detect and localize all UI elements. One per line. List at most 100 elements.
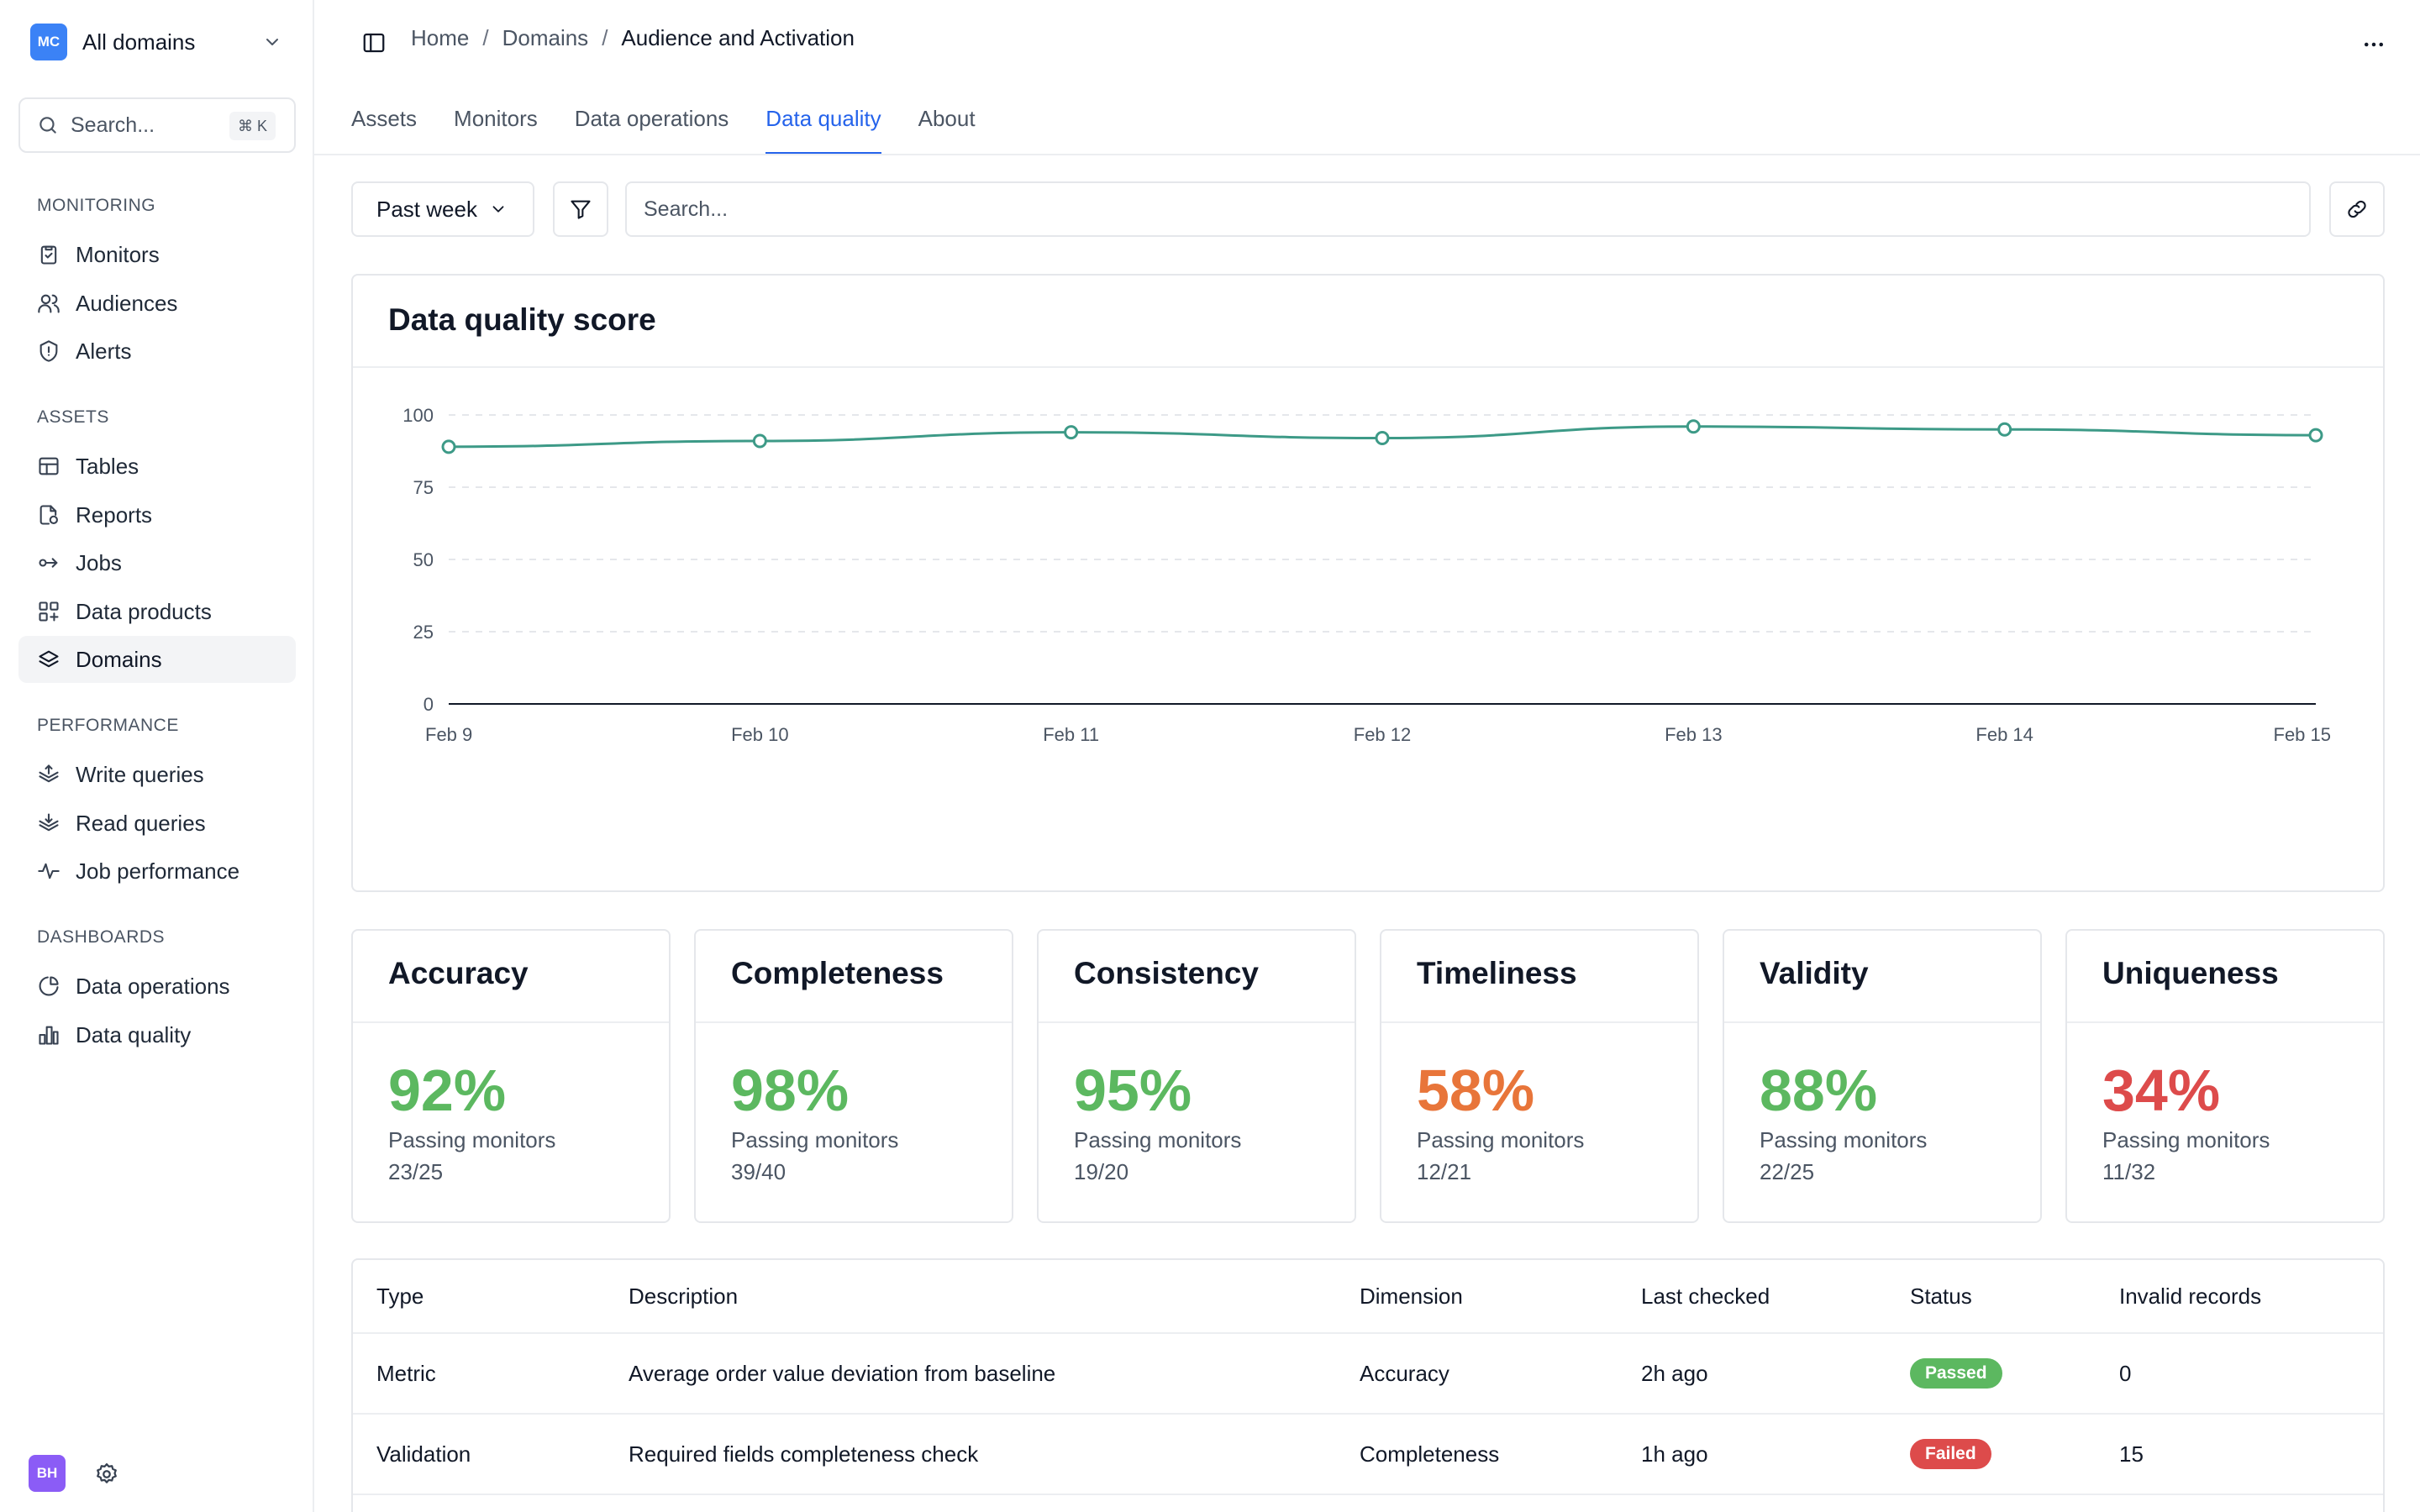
breadcrumb-home[interactable]: Home: [411, 25, 470, 50]
column-header-description[interactable]: Description: [629, 1283, 739, 1309]
metric-divider: [696, 1021, 1012, 1023]
sidebar-search[interactable]: Search... ⌘ K: [18, 97, 296, 153]
copy-link-button[interactable]: [2329, 181, 2385, 237]
bar-chart-icon: [39, 1026, 59, 1045]
tab-about[interactable]: About: [918, 106, 976, 131]
x-tick-label: Feb 13: [1665, 724, 1723, 745]
breadcrumb-separator: /: [602, 25, 608, 50]
sidebar-item-reports[interactable]: Reports: [18, 491, 296, 538]
metric-card-timeliness: Timeliness 58% Passing monitors 12/21: [1380, 929, 1699, 1223]
y-tick-label: 50: [413, 549, 434, 570]
tab-assets[interactable]: Assets: [351, 106, 418, 131]
tab-data-quality[interactable]: Data quality: [765, 92, 881, 155]
metric-divider: [1724, 1021, 2040, 1023]
metric-label: Passing monitors: [1417, 1127, 1585, 1152]
table-row[interactable]: Metric Average order value deviation fro…: [353, 1334, 2383, 1415]
section-performance: PERFORMANCE: [37, 716, 179, 735]
chart-title: Data quality score: [388, 302, 656, 337]
column-header-type[interactable]: Type: [376, 1283, 424, 1309]
breadcrumb-separator: /: [482, 25, 489, 50]
data-quality-chart-card: Data quality score 0 25 50 75 100 Feb 9 Feb 10…: [351, 274, 2385, 892]
column-header-status[interactable]: Status: [1910, 1283, 1972, 1309]
user-avatar[interactable]: BH: [29, 1455, 66, 1492]
metric-title: Completeness: [731, 956, 944, 990]
metric-count: 23/25: [388, 1159, 444, 1184]
column-header-invalid-records[interactable]: Invalid records: [2119, 1283, 2262, 1309]
sidebar-item-monitors[interactable]: Monitors: [18, 231, 296, 278]
layers-icon: [39, 650, 59, 668]
cell-dimension: Completeness: [1360, 1441, 1500, 1467]
sidebar-item-read-queries[interactable]: Read queries: [18, 800, 296, 847]
sidebar-item-label: Write queries: [76, 761, 204, 787]
report-icon: [39, 505, 58, 525]
sidebar-item-label: Data operations: [76, 973, 230, 999]
sidebar-item-data-quality[interactable]: Data quality: [18, 1011, 296, 1058]
cell-invalid-records: 15: [2119, 1441, 2144, 1467]
breadcrumb: Home / Domains / Audience and Activation: [411, 25, 855, 51]
data-point: [2308, 428, 2323, 443]
sidebar-item-audiences[interactable]: Audiences: [18, 280, 296, 327]
metric-label: Passing monitors: [2102, 1127, 2270, 1152]
metric-count: 22/25: [1760, 1159, 1815, 1184]
metric-label: Passing monitors: [388, 1127, 556, 1152]
sidebar-item-label: Read queries: [76, 810, 206, 836]
table-row[interactable]: Validation Required fields completeness …: [353, 1415, 2383, 1495]
link-icon: [2348, 200, 2366, 218]
domain-selector-label: All domains: [82, 29, 196, 55]
cell-status: Failed: [1910, 1415, 1991, 1494]
metric-card-validity: Validity 88% Passing monitors 22/25: [1723, 929, 2042, 1223]
cell-type: Metric: [376, 1360, 436, 1386]
sidebar-search-placeholder: Search...: [71, 113, 155, 137]
domain-selector[interactable]: MC All domains: [30, 24, 282, 60]
stack-down-icon: [39, 813, 59, 832]
header-divider: [314, 154, 2420, 155]
y-tick-label: 100: [402, 405, 434, 426]
sidebar-item-label: Monitors: [76, 241, 160, 267]
sidebar-item-alerts[interactable]: Alerts: [18, 328, 296, 375]
metric-divider: [1381, 1021, 1697, 1023]
grid-plus-icon: [39, 601, 59, 622]
metric-value: 88%: [1760, 1058, 1878, 1123]
tab-data-operations[interactable]: Data operations: [574, 106, 729, 131]
settings-gear-icon[interactable]: [94, 1462, 119, 1487]
x-tick-label: Feb 11: [1043, 724, 1099, 745]
metric-title: Uniqueness: [2102, 956, 2279, 990]
metric-value: 34%: [2102, 1058, 2221, 1123]
column-header-dimension[interactable]: Dimension: [1360, 1283, 1463, 1309]
sidebar-item-job-performance[interactable]: Job performance: [18, 848, 296, 895]
period-dropdown[interactable]: Past week: [351, 181, 534, 237]
sidebar-item-label: Reports: [76, 501, 153, 528]
cell-dimension: Accuracy: [1360, 1360, 1449, 1386]
clipboard-check-icon: [40, 245, 57, 265]
metric-divider: [353, 1021, 669, 1023]
table-icon: [39, 457, 59, 475]
sidebar-item-data-products[interactable]: Data products: [18, 588, 296, 635]
sidebar-item-jobs[interactable]: Jobs: [18, 539, 296, 586]
more-options-icon[interactable]: [2361, 32, 2386, 57]
column-header-last-checked[interactable]: Last checked: [1641, 1283, 1770, 1309]
status-badge: Failed: [1910, 1439, 1991, 1469]
alert-icon: [39, 340, 58, 362]
sidebar-item-write-queries[interactable]: Write queries: [18, 751, 296, 798]
sidebar: MC All domains Search... ⌘ K MONITORING …: [0, 0, 314, 1512]
sidebar-item-label: Tables: [76, 453, 139, 479]
filter-button[interactable]: [553, 181, 608, 237]
sidebar-item-data-operations[interactable]: Data operations: [18, 963, 296, 1010]
x-tick-label: Feb 12: [1354, 724, 1412, 745]
metric-label: Passing monitors: [1760, 1127, 1928, 1152]
sidebar-item-tables[interactable]: Tables: [18, 443, 296, 490]
x-tick-label: Feb 9: [425, 724, 472, 745]
metric-value: 98%: [731, 1058, 850, 1123]
chart-divider: [353, 366, 2383, 368]
metric-divider: [1039, 1021, 1355, 1023]
main-search-input[interactable]: Search...: [625, 181, 2311, 237]
sidebar-item-domains[interactable]: Domains: [18, 636, 296, 683]
stack-up-icon: [39, 764, 59, 783]
section-monitoring: MONITORING: [37, 196, 156, 215]
metric-value: 58%: [1417, 1058, 1535, 1123]
sidebar-toggle-icon[interactable]: [361, 30, 387, 55]
search-icon: [39, 117, 56, 134]
metric-label: Passing monitors: [1074, 1127, 1242, 1152]
tab-monitors[interactable]: Monitors: [454, 106, 538, 131]
breadcrumb-domains[interactable]: Domains: [502, 25, 589, 50]
